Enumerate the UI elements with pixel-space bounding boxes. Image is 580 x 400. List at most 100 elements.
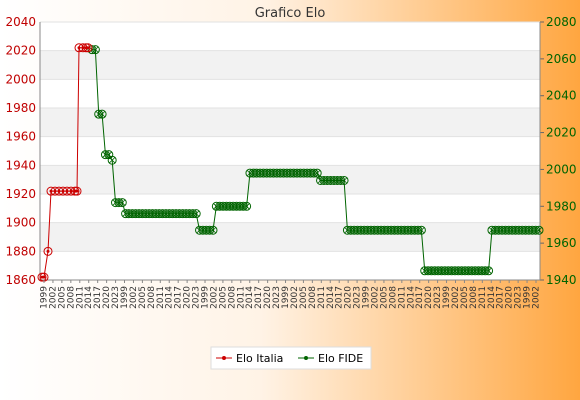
x-tick-label: 2008 [147, 286, 157, 309]
point-elo-fide [97, 109, 107, 119]
point-elo-fide-x [236, 203, 244, 210]
legend-label-elo-fide: Elo FIDE [318, 352, 363, 365]
x-tick-label: 2008 [66, 286, 76, 309]
x-tick-label: 2008 [388, 286, 398, 309]
point-elo-fide [329, 175, 339, 185]
x-tick-label: 2020 [102, 286, 112, 309]
point-elo-fide-x [468, 267, 476, 275]
point-elo-fide-x [206, 226, 213, 234]
x-tick-label: 2023 [192, 286, 202, 309]
point-elo-fide [379, 225, 389, 235]
point-elo-fide-x [229, 203, 237, 210]
point-elo-fide [141, 209, 151, 219]
point-elo-fide [396, 225, 406, 235]
point-elo-fide-x [290, 169, 297, 177]
point-elo-fide-x [475, 267, 482, 275]
point-elo-fide [147, 209, 157, 219]
point-elo-italia-core [42, 275, 46, 279]
point-elo-fide-x [192, 210, 200, 217]
point-elo-fide-x [317, 177, 324, 184]
point-elo-fide [295, 168, 305, 178]
point-elo-fide [302, 168, 312, 178]
point-elo-fide-x [323, 177, 331, 184]
x-tick-label: 2014 [245, 286, 255, 309]
point-elo-fide [309, 168, 319, 178]
point-elo-fide-x [239, 203, 247, 210]
point-elo-fide-x [92, 46, 99, 53]
point-elo-fide-x [488, 226, 496, 234]
point-elo-italia [72, 186, 82, 196]
x-tick-label: 2014 [406, 286, 416, 309]
y-left-tick-label: 1980 [5, 101, 36, 115]
point-elo-fide [121, 209, 131, 219]
point-elo-fide-x [340, 177, 348, 184]
legend-marker-elo-fide [304, 356, 308, 360]
point-elo-fide-x [354, 226, 361, 234]
point-elo-fide [299, 168, 309, 178]
x-tick-label: 2014 [326, 286, 336, 309]
x-tick-label: 2023 [514, 286, 524, 309]
point-elo-fide [171, 209, 181, 219]
point-elo-fide-x [502, 226, 509, 234]
point-elo-fide [272, 168, 282, 178]
point-elo-fide-x [169, 210, 176, 217]
point-elo-fide-x [132, 210, 139, 217]
point-elo-fide-x [223, 203, 230, 210]
x-tick-label: 2008 [227, 286, 237, 309]
point-elo-fide [305, 168, 315, 178]
point-elo-fide-x [381, 226, 388, 234]
point-elo-fide [111, 198, 121, 208]
point-elo-fide-x [202, 226, 210, 234]
point-elo-fide [420, 266, 430, 276]
point-elo-fide-x [149, 210, 156, 217]
point-elo-fide [474, 266, 484, 276]
point-elo-fide-x [431, 267, 439, 275]
point-elo-fide-x [434, 267, 442, 275]
point-elo-fide-x [404, 226, 412, 234]
point-elo-fide [211, 201, 221, 211]
x-tick-label: 2023 [433, 286, 443, 309]
x-tick-label: 2011 [478, 286, 488, 309]
x-tick-label: 2017 [335, 286, 345, 309]
point-elo-fide-x [508, 226, 516, 234]
point-elo-fide-x [438, 267, 445, 275]
chart-title: Grafico Elo [255, 6, 326, 21]
x-tick-label: 2005 [299, 286, 309, 309]
point-elo-fide-x [313, 169, 321, 177]
point-elo-fide-x [162, 210, 170, 217]
point-elo-fide-x [115, 199, 123, 206]
point-elo-fide [342, 225, 352, 235]
point-elo-fide [238, 201, 248, 211]
point-elo-fide [349, 225, 359, 235]
point-elo-fide-x [243, 203, 250, 210]
point-elo-fide-x [102, 151, 109, 158]
x-tick-label: 2002 [370, 286, 380, 309]
point-elo-fide [507, 225, 517, 235]
point-elo-fide-x [142, 210, 150, 217]
point-elo-fide [490, 225, 500, 235]
point-elo-fide-x [293, 169, 301, 177]
point-elo-fide-x [273, 169, 281, 177]
x-tick-label: 2011 [156, 286, 166, 309]
point-elo-fide [534, 225, 544, 235]
x-tick-label: 2023 [111, 286, 121, 309]
point-elo-fide-x [297, 169, 304, 177]
point-elo-fide-x [414, 226, 422, 234]
y-left-tick-label: 2020 [5, 44, 36, 58]
point-elo-fide [527, 225, 537, 235]
x-tick-label: 2017 [415, 286, 425, 309]
point-elo-fide-x [428, 267, 435, 275]
point-elo-fide [100, 150, 110, 160]
point-elo-fide-x [408, 226, 415, 234]
x-tick-label: 2002 [48, 286, 58, 309]
x-tick-label: 2014 [84, 286, 94, 309]
x-tick-label: 2011 [317, 286, 327, 309]
point-elo-fide [463, 266, 473, 276]
point-elo-fide-x [525, 226, 533, 234]
point-elo-fide-x [471, 267, 479, 275]
x-tick-label: 2002 [290, 286, 300, 309]
y-right-tick-label: 2000 [546, 162, 577, 176]
point-elo-fide [134, 209, 144, 219]
point-elo-italia-core [46, 249, 50, 253]
